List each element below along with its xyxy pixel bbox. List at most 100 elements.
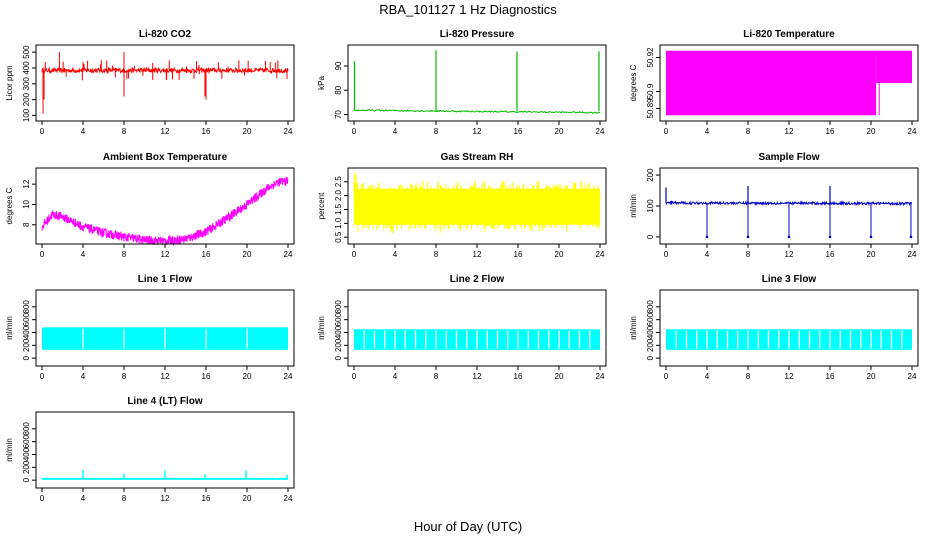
chart-panel-line1: Line 1 Flow ml/min 0 4 8 12 16 20 24 0 20040060080… [5, 274, 295, 381]
series-pressure [353, 50, 601, 114]
x-tick-label: 12 [161, 372, 170, 381]
x-tick-label: 0 [40, 372, 45, 381]
flow-dip-point [828, 235, 832, 239]
x-tick-label: 16 [514, 127, 523, 136]
x-tick-label: 24 [596, 372, 605, 381]
figure-title: RBA_101127 1 Hz Diagnostics [379, 2, 557, 17]
y-axis-label: kPa [317, 76, 326, 90]
x-tick-label: 16 [514, 250, 523, 259]
x-tick-label: 0 [664, 250, 669, 259]
flow-dip-point [909, 235, 913, 239]
y-tick-label: 50.9 [646, 83, 655, 99]
plot-frame [35, 44, 295, 122]
chart-title: Line 4 (LT) Flow [127, 396, 203, 407]
y-tick-label: 12 [22, 179, 31, 188]
chart-panel-sample_flow: Sample Flow ml/min 0 4 8 12 16 20 24 0 100 200 [629, 152, 919, 259]
x-tick-label: 12 [161, 127, 170, 136]
x-tick-label: 8 [122, 250, 127, 259]
x-tick-label: 24 [284, 250, 293, 259]
y-axis-label: Licor ppm [5, 65, 14, 100]
y-axis-label: ml/min [629, 316, 638, 340]
x-tick-label: 16 [826, 250, 835, 259]
x-tick-label: 8 [122, 372, 127, 381]
series-line3 [666, 329, 912, 350]
plot-frame [347, 289, 607, 367]
y-tick-label: 50.89 [646, 98, 655, 119]
x-tick-label: 4 [705, 127, 710, 136]
x-tick-label: 16 [202, 250, 211, 259]
x-tick-label: 8 [122, 127, 127, 136]
x-tick-label: 16 [514, 372, 523, 381]
x-tick-label: 0 [352, 127, 357, 136]
x-tick-label: 8 [434, 250, 439, 259]
y-tick-label: 0.5 [334, 231, 343, 243]
chart-panel-li_temp: Li-820 Temperature degrees C 0 4 8 12 16 20 24 50… [629, 29, 919, 136]
y-tick-label: 200 [334, 338, 343, 352]
x-tick-label: 12 [473, 127, 482, 136]
x-tick-label: 12 [473, 250, 482, 259]
x-tick-label: 4 [81, 372, 86, 381]
x-tick-label: 20 [555, 127, 564, 136]
x-tick-label: 20 [867, 372, 876, 381]
chart-title: Ambient Box Temperature [103, 152, 228, 163]
x-tick-label: 12 [473, 372, 482, 381]
x-tick-label: 12 [785, 127, 794, 136]
series-line [353, 173, 601, 234]
y-axis-label: ml/min [317, 316, 326, 340]
y-tick-label: 600 [646, 312, 655, 326]
x-tick-label: 8 [434, 127, 439, 136]
x-tick-label: 12 [161, 494, 170, 503]
x-tick-label: 20 [243, 250, 252, 259]
y-tick-label: 800 [22, 300, 31, 314]
x-tick-label: 20 [243, 127, 252, 136]
y-tick-label: 2.5 [334, 176, 343, 188]
flow-dip-point [787, 235, 791, 239]
series-line4 [42, 469, 288, 480]
series-co2 [41, 52, 289, 114]
y-tick-label: 0 [646, 355, 655, 360]
y-axis-label: ml/min [5, 316, 14, 340]
x-tick-label: 16 [826, 127, 835, 136]
x-tick-label: 16 [202, 127, 211, 136]
x-tick-label: 4 [81, 127, 86, 136]
y-tick-label: 100 [22, 108, 31, 122]
x-tick-label: 8 [746, 127, 751, 136]
x-tick-label: 0 [664, 372, 669, 381]
x-tick-label: 20 [243, 372, 252, 381]
y-tick-label: 0 [22, 477, 31, 482]
y-tick-label: 400 [22, 325, 31, 339]
figure-xlabel: Hour of Day (UTC) [414, 519, 522, 534]
x-tick-label: 20 [555, 250, 564, 259]
y-tick-label: 90 [334, 61, 343, 70]
x-tick-label: 8 [746, 250, 751, 259]
x-tick-label: 4 [81, 494, 86, 503]
x-tick-label: 4 [393, 127, 398, 136]
x-tick-label: 24 [596, 250, 605, 259]
y-tick-label: 0 [334, 355, 343, 360]
x-tick-label: 20 [555, 372, 564, 381]
y-tick-label: 1.5 [334, 203, 343, 215]
y-tick-label: 800 [646, 300, 655, 314]
y-tick-label: 200 [646, 168, 655, 182]
chart-panel-line2: Line 2 Flow ml/min 0 4 8 12 16 20 24 0 20040060080… [317, 274, 607, 381]
x-tick-label: 4 [705, 250, 710, 259]
x-tick-label: 16 [202, 372, 211, 381]
y-tick-label: 800 [22, 422, 31, 436]
y-tick-label: 10 [22, 199, 31, 208]
flow-dip-point [746, 235, 750, 239]
temperature-band [666, 50, 877, 116]
x-tick-label: 12 [785, 372, 794, 381]
x-tick-label: 24 [908, 127, 917, 136]
y-tick-label: 8 [22, 222, 31, 227]
x-tick-label: 16 [826, 372, 835, 381]
y-tick-label: 400 [646, 325, 655, 339]
y-tick-label: 200 [22, 92, 31, 106]
series-line2 [354, 329, 600, 350]
series-rh [353, 173, 601, 234]
chart-panel-pressure: Li-820 Pressure kPa 0 4 8 12 16 20 24 70 80 90 [317, 29, 607, 136]
x-tick-label: 24 [908, 372, 917, 381]
series-sample_flow [665, 185, 913, 239]
